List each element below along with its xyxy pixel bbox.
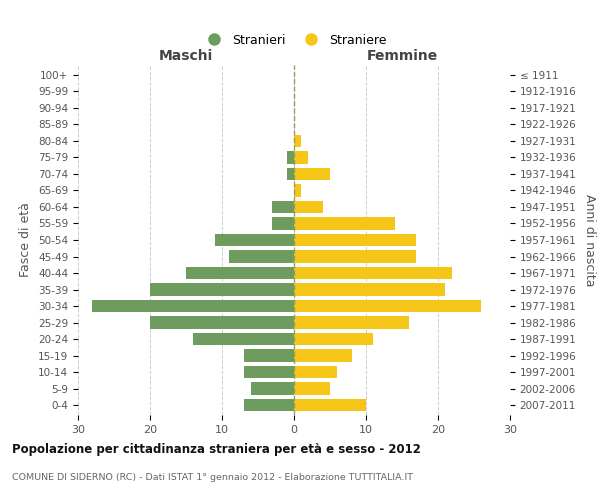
Bar [294, 152, 308, 164]
Bar [294, 300, 481, 312]
Bar [294, 316, 409, 328]
Bar [229, 250, 294, 262]
Bar [294, 284, 445, 296]
Y-axis label: Anni di nascita: Anni di nascita [583, 194, 596, 286]
Bar [294, 184, 301, 196]
Y-axis label: Fasce di età: Fasce di età [19, 202, 32, 278]
Text: Maschi: Maschi [159, 50, 213, 64]
Bar [294, 333, 373, 345]
Bar [251, 382, 294, 395]
Bar [294, 135, 301, 147]
Bar [294, 399, 366, 411]
Text: Popolazione per cittadinanza straniera per età e sesso - 2012: Popolazione per cittadinanza straniera p… [12, 442, 421, 456]
Bar [294, 267, 452, 279]
Bar [294, 201, 323, 213]
Bar [186, 267, 294, 279]
Bar [294, 234, 416, 246]
Bar [294, 218, 395, 230]
Bar [150, 316, 294, 328]
Bar [294, 382, 330, 395]
Bar [287, 152, 294, 164]
Bar [272, 201, 294, 213]
Bar [193, 333, 294, 345]
Text: Femmine: Femmine [367, 50, 437, 64]
Bar [244, 350, 294, 362]
Bar [244, 399, 294, 411]
Bar [294, 168, 330, 180]
Bar [294, 250, 416, 262]
Text: COMUNE DI SIDERNO (RC) - Dati ISTAT 1° gennaio 2012 - Elaborazione TUTTITALIA.IT: COMUNE DI SIDERNO (RC) - Dati ISTAT 1° g… [12, 472, 413, 482]
Bar [244, 366, 294, 378]
Legend: Stranieri, Straniere: Stranieri, Straniere [196, 28, 392, 52]
Bar [272, 218, 294, 230]
Bar [150, 284, 294, 296]
Bar [287, 168, 294, 180]
Bar [294, 366, 337, 378]
Bar [92, 300, 294, 312]
Bar [294, 350, 352, 362]
Bar [215, 234, 294, 246]
